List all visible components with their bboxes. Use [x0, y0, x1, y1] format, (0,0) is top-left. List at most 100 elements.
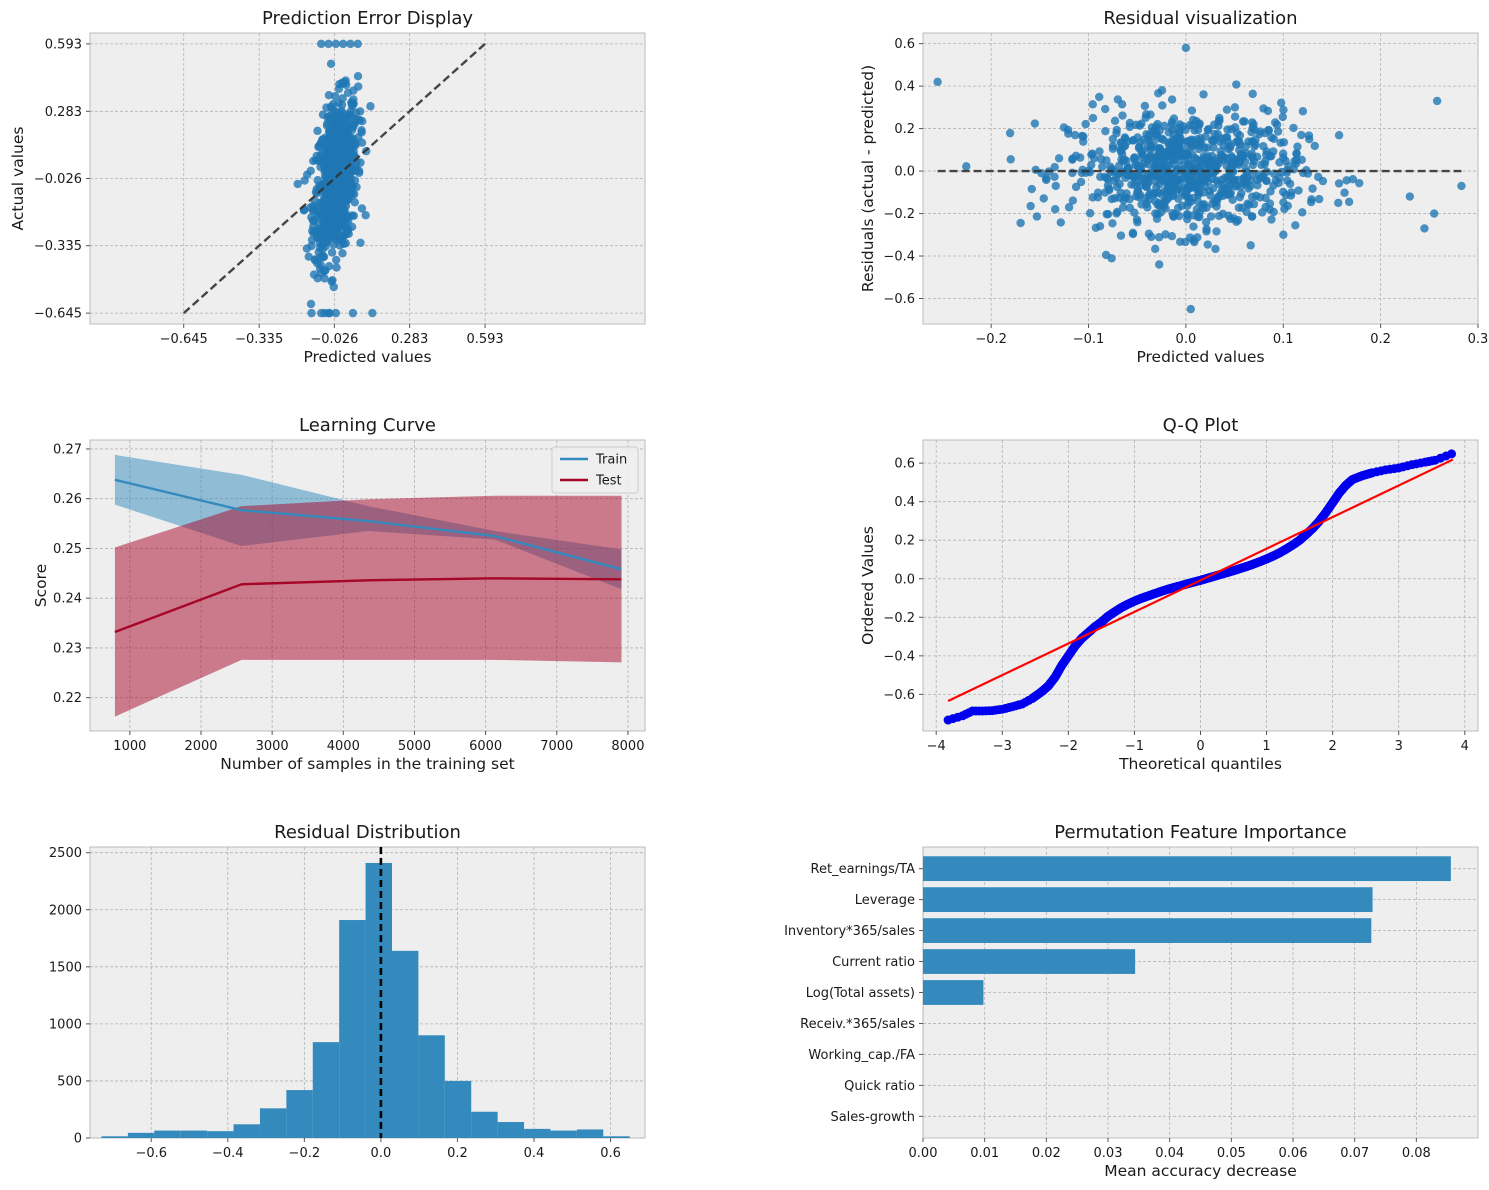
- scatter-point: [317, 39, 326, 49]
- scatter-point: [306, 299, 316, 309]
- scatter-point: [1107, 254, 1116, 263]
- histogram-bar: [180, 1130, 208, 1138]
- scatter-point: [1051, 181, 1060, 191]
- scatter-point: [1293, 142, 1302, 151]
- scatter-point: [1248, 160, 1258, 170]
- scatter-point: [1095, 147, 1104, 156]
- scatter-point: [332, 186, 341, 195]
- x-tick-label: 5000: [398, 739, 431, 754]
- x-tick-label: −3: [993, 739, 1012, 754]
- scatter-point: [1252, 191, 1261, 201]
- scatter-point: [308, 226, 317, 236]
- scatter-point: [1076, 153, 1085, 162]
- scatter-point: [1090, 154, 1099, 163]
- scatter-point: [357, 128, 366, 137]
- scatter-point: [356, 238, 365, 248]
- scatter-point: [1125, 122, 1135, 132]
- scatter-point: [1227, 125, 1236, 134]
- scatter-point: [1297, 130, 1306, 140]
- scatter-point: [350, 176, 360, 185]
- scatter-point: [1146, 110, 1155, 119]
- scatter-point: [1221, 133, 1231, 142]
- scatter-point: [331, 308, 341, 318]
- scatter-point: [1110, 116, 1120, 125]
- y-tick-label: 0.27: [53, 442, 82, 457]
- scatter-point: [324, 39, 333, 49]
- scatter-point: [1042, 175, 1051, 185]
- residual-dist-title: Residual Distribution: [274, 822, 461, 843]
- scatter-point: [1230, 103, 1240, 112]
- feature-label: Log(Total assets): [806, 986, 915, 1001]
- scatter-point: [1133, 177, 1142, 187]
- x-tick-label: −0.4: [212, 1146, 244, 1161]
- scatter-point: [311, 187, 321, 197]
- y-tick-label: 0.2: [894, 534, 915, 549]
- x-tick-label: −0.6: [135, 1146, 167, 1161]
- scatter-point: [1026, 201, 1035, 211]
- scatter-point: [1050, 205, 1060, 214]
- scatter-point: [1027, 184, 1036, 194]
- scatter-point: [1298, 208, 1307, 217]
- scatter-point: [1154, 198, 1163, 208]
- x-tick-label: 0.593: [466, 332, 503, 347]
- scatter-point: [1098, 162, 1107, 171]
- y-tick-label: −0.6: [883, 292, 915, 307]
- scatter-point: [1223, 190, 1232, 200]
- residual-dist-panel: Residual Distribution −0.6 −0.4 −0.2 0.0 0.2 0…: [49, 822, 646, 1161]
- scatter-point: [332, 263, 341, 272]
- scatter-point: [1279, 230, 1288, 239]
- scatter-point: [344, 133, 353, 142]
- scatter-point: [1276, 138, 1285, 148]
- scatter-point: [1129, 153, 1139, 163]
- scatter-point: [1237, 189, 1246, 198]
- scatter-point: [1305, 135, 1314, 144]
- scatter-point: [1212, 202, 1221, 211]
- x-tick-label: 1: [1262, 739, 1270, 754]
- scatter-point: [1405, 192, 1415, 201]
- scatter-point: [1310, 141, 1319, 151]
- histogram-bar: [101, 1136, 128, 1138]
- scatter-point: [1077, 131, 1087, 141]
- test-confidence-band: [114, 495, 622, 717]
- scatter-point: [1030, 119, 1040, 128]
- scatter-point: [1154, 89, 1163, 98]
- learning-curve-title: Learning Curve: [299, 415, 436, 436]
- scatter-point: [1064, 203, 1074, 212]
- scatter-point: [1199, 188, 1209, 197]
- scatter-point: [1207, 136, 1217, 145]
- scatter-point: [329, 240, 338, 249]
- scatter-point: [1235, 137, 1244, 146]
- scatter-point: [1195, 119, 1204, 128]
- scatter-point: [339, 217, 349, 227]
- y-tick-label: 0: [74, 1132, 82, 1147]
- x-tick-label: −0.1: [1073, 332, 1105, 347]
- scatter-point: [1348, 174, 1358, 184]
- scatter-point: [322, 121, 332, 130]
- scatter-point: [312, 233, 322, 242]
- scatter-point: [1189, 235, 1198, 245]
- histogram-bar: [365, 862, 392, 1138]
- scatter-point: [1167, 231, 1177, 241]
- scatter-point: [1103, 209, 1113, 219]
- legend-label-train: Train: [595, 453, 627, 468]
- scatter-point: [1186, 304, 1195, 314]
- perfect-prediction-line: [182, 42, 486, 315]
- scatter-point: [315, 264, 325, 273]
- scatter-point: [1128, 228, 1138, 238]
- scatter-point: [352, 182, 361, 192]
- y-tick-label: −0.4: [883, 649, 915, 664]
- x-tick-label: 0.4: [524, 1146, 545, 1161]
- residual-vis-title: Residual visualization: [1103, 8, 1297, 29]
- scatter-point: [1187, 106, 1197, 115]
- histogram-bar: [286, 1090, 313, 1138]
- y-tick-label: 0.22: [53, 691, 82, 706]
- scatter-point: [1081, 119, 1090, 129]
- scatter-point: [322, 165, 332, 175]
- scatter-point: [1248, 89, 1257, 99]
- perm-importance-panel: Permutation Feature Importance Mean accur…: [784, 822, 1479, 1180]
- scatter-point: [1101, 126, 1110, 136]
- scatter-point: [1174, 194, 1183, 203]
- scatter-point: [1142, 199, 1151, 209]
- x-tick-label: 0.03: [1094, 1146, 1123, 1161]
- x-tick-label: 0.05: [1217, 1146, 1246, 1161]
